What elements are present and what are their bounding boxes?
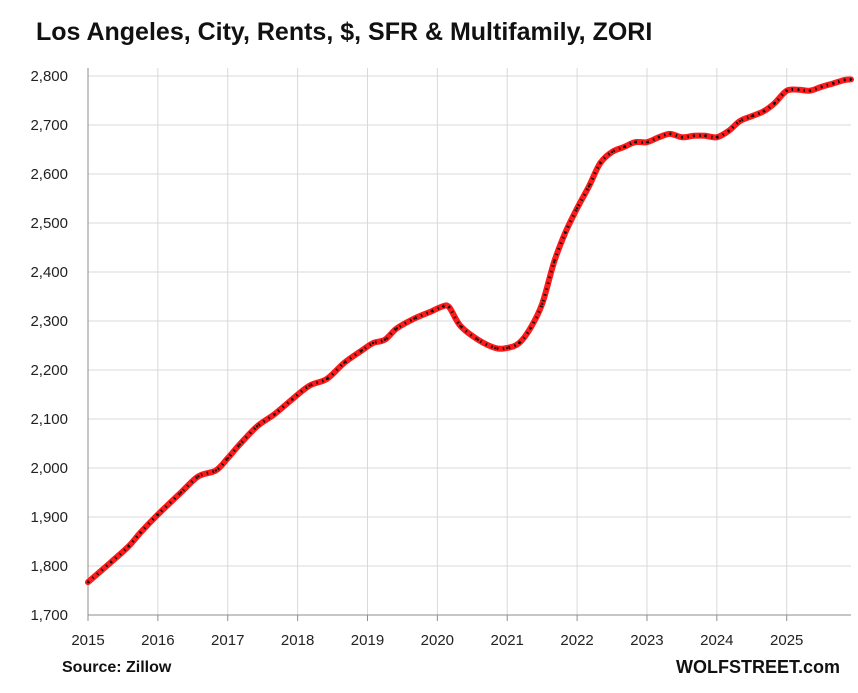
data-point	[448, 306, 451, 309]
data-point	[360, 349, 364, 352]
data-point	[633, 140, 637, 144]
x-tick-label: 2017	[211, 632, 244, 649]
data-point	[156, 513, 160, 516]
data-point	[517, 341, 521, 345]
data-point	[413, 317, 416, 320]
x-tick-label: 2015	[71, 632, 104, 649]
gridlines	[88, 68, 851, 615]
data-point	[273, 412, 276, 416]
chart-title: Los Angeles, City, Rents, $, SFR & Multi…	[36, 18, 653, 46]
y-tick-label: 2,400	[30, 264, 68, 281]
data-point	[430, 310, 433, 313]
data-point	[587, 185, 591, 188]
data-point	[371, 341, 375, 345]
series-layer	[85, 76, 854, 586]
data-point	[575, 207, 579, 210]
data-point	[255, 425, 259, 428]
data-point	[668, 132, 672, 136]
x-tick-label: 2016	[141, 632, 174, 649]
data-point	[552, 261, 556, 264]
data-point	[738, 119, 742, 123]
data-point	[785, 89, 788, 92]
data-point	[645, 140, 649, 144]
data-point	[459, 324, 462, 328]
data-point	[214, 469, 218, 472]
data-point	[441, 305, 445, 308]
data-point	[610, 150, 614, 154]
x-tick-label: 2025	[770, 632, 803, 649]
data-point	[540, 302, 544, 306]
data-point	[395, 327, 399, 330]
data-point	[715, 136, 719, 139]
data-point	[109, 560, 113, 564]
data-point	[127, 545, 130, 548]
x-tick-label: 2022	[560, 632, 593, 649]
data-point	[797, 88, 800, 91]
y-tick-label: 2,300	[30, 313, 68, 330]
y-tick-label: 2,600	[30, 166, 68, 183]
data-point	[197, 475, 200, 478]
data-point	[750, 114, 753, 118]
data-point	[494, 346, 497, 350]
y-tick-label: 2,800	[30, 68, 68, 85]
data-point	[692, 134, 695, 137]
brand-label: WOLFSTREET.com	[675, 657, 840, 677]
axes	[87, 68, 851, 621]
x-axis-ticks: 2015 2016 2017 2018 2019 2020 2021 2022 2023 2024…	[71, 632, 803, 649]
data-point	[139, 531, 142, 534]
y-tick-label: 2,700	[30, 117, 68, 134]
data-point	[808, 89, 811, 92]
y-tick-label: 2,000	[30, 460, 68, 477]
data-point	[843, 78, 846, 82]
data-point	[325, 377, 329, 381]
y-axis-ticks: 1,700 1,800 1,900 2,000 2,100 2,200 2,300 2,400…	[30, 68, 68, 624]
data-point	[529, 327, 532, 330]
data-point	[476, 338, 480, 341]
data-point	[622, 145, 626, 149]
y-tick-label: 1,700	[30, 607, 68, 624]
data-point	[290, 398, 294, 401]
y-tick-label: 1,800	[30, 558, 68, 575]
data-point	[849, 78, 853, 81]
data-point	[564, 231, 567, 234]
data-point	[506, 346, 509, 350]
data-point	[773, 101, 777, 105]
data-point	[226, 457, 229, 460]
source-note: Source: Zillow	[62, 659, 172, 676]
y-tick-label: 2,500	[30, 215, 68, 232]
data-point	[383, 338, 387, 341]
x-tick-label: 2019	[351, 632, 384, 649]
data-point	[657, 136, 661, 139]
x-tick-label: 2023	[630, 632, 663, 649]
data-point	[86, 580, 90, 584]
x-tick-label: 2018	[281, 632, 314, 649]
data-point	[598, 162, 602, 165]
data-point	[832, 82, 835, 85]
data-point	[727, 129, 730, 133]
y-tick-label: 1,900	[30, 509, 68, 526]
data-point	[680, 136, 684, 139]
y-tick-label: 2,200	[30, 362, 68, 379]
data-point	[308, 384, 311, 387]
x-tick-label: 2024	[700, 632, 733, 649]
x-tick-label: 2020	[421, 632, 454, 649]
y-tick-label: 2,100	[30, 411, 68, 428]
data-point	[820, 85, 823, 88]
data-point	[238, 443, 241, 446]
data-point	[762, 110, 765, 113]
data-point	[179, 491, 183, 494]
x-tick-label: 2021	[491, 632, 524, 649]
series-line	[85, 76, 854, 586]
data-point	[703, 134, 707, 137]
data-point	[343, 361, 346, 364]
